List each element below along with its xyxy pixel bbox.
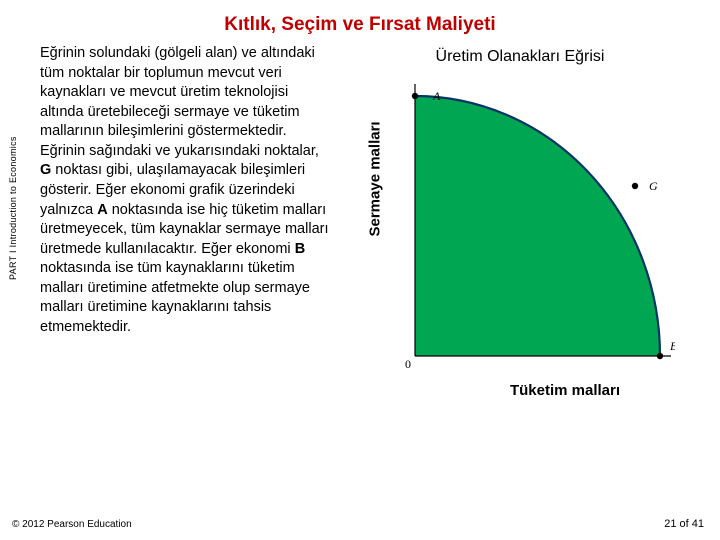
copyright-text: © 2012 Pearson Education (12, 519, 132, 530)
body-paragraph: Eğrinin solundaki (gölgeli alan) ve altı… (40, 44, 340, 399)
part-side-label: PART I Introduction to Economics (8, 136, 18, 280)
content-area: Eğrinin solundaki (gölgeli alan) ve altı… (0, 44, 720, 399)
y-axis-label: Sermaye malları (367, 216, 384, 236)
x-axis-label: Tüketim malları (350, 382, 690, 399)
svg-text:B: B (670, 339, 675, 353)
chart-wrap: Sermaye malları 0 A G B (350, 76, 690, 376)
slide-title: Kıtlık, Seçim ve Fırsat Maliyeti (0, 0, 720, 44)
chart-title: Üretim Olanakları Eğrisi (350, 48, 690, 66)
svg-text:G: G (649, 179, 658, 193)
page-counter: 21 of 41 (664, 518, 704, 530)
ppf-chart: 0 A G B (385, 76, 675, 376)
svg-text:A: A (432, 89, 441, 103)
svg-text:0: 0 (405, 357, 411, 371)
chart-column: Üretim Olanakları Eğrisi Sermaye malları… (340, 44, 690, 399)
